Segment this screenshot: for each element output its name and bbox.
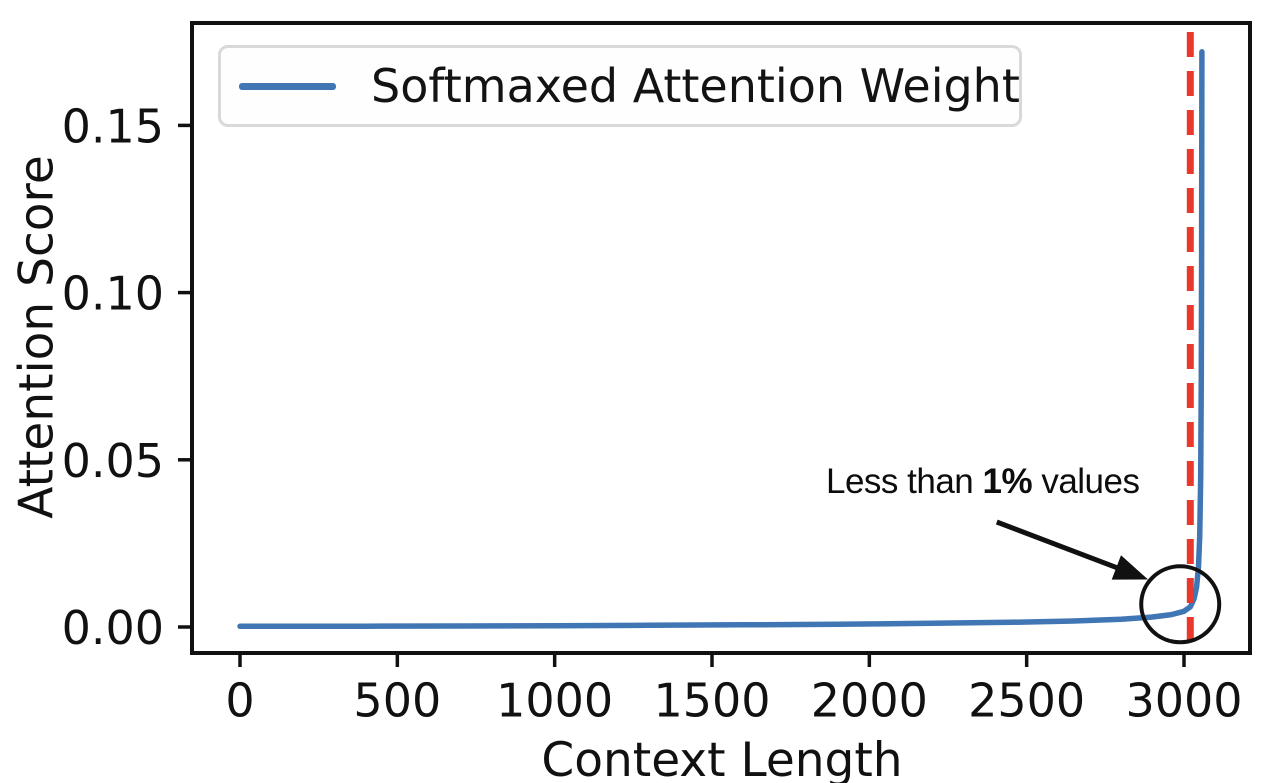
- x-tick-label: 3000: [1125, 674, 1242, 728]
- x-tick-label: 2500: [968, 674, 1085, 728]
- y-axis-ticks: 0.00 0.05 0.10 0.15: [62, 99, 192, 655]
- attention-curve: [237, 49, 1205, 630]
- x-tick-label: 1500: [653, 674, 770, 728]
- y-tick-label: 0.10: [62, 267, 164, 321]
- annotation-shapes: [995, 519, 1222, 645]
- legend: Softmaxed Attention Weight: [218, 45, 1022, 127]
- y-tick-label: 0.15: [62, 99, 164, 153]
- y-tick-label: 0.05: [62, 434, 164, 488]
- legend-entry-label: Softmaxed Attention Weight: [371, 59, 1020, 113]
- x-tick-label: 500: [353, 674, 441, 728]
- y-tick-label: 0.00: [62, 601, 164, 655]
- series-lines: [237, 49, 1205, 630]
- annotation-text: Less than 1% values: [826, 462, 1140, 502]
- x-tick-label: 1000: [496, 674, 613, 728]
- annotation-text-prefix: Less than: [826, 462, 983, 501]
- plot-border: [190, 21, 1252, 655]
- x-axis-ticks: 0 500 1000 1500 2000 2500 3000: [225, 653, 1243, 728]
- x-tick-label: 2000: [811, 674, 928, 728]
- annotation-text-bold: 1%: [982, 462, 1033, 501]
- arrow-head: [1111, 555, 1149, 580]
- legend-line-sample: [239, 82, 336, 90]
- annotation-text-suffix: values: [1032, 462, 1140, 501]
- plot-frame: [190, 21, 1252, 655]
- highlight-circle: [1139, 564, 1222, 645]
- x-tick-label: 0: [225, 674, 254, 728]
- x-axis-label: Context Length: [541, 733, 903, 783]
- y-axis-label: Attention Score: [9, 155, 65, 519]
- arrow-shaft: [995, 519, 1121, 572]
